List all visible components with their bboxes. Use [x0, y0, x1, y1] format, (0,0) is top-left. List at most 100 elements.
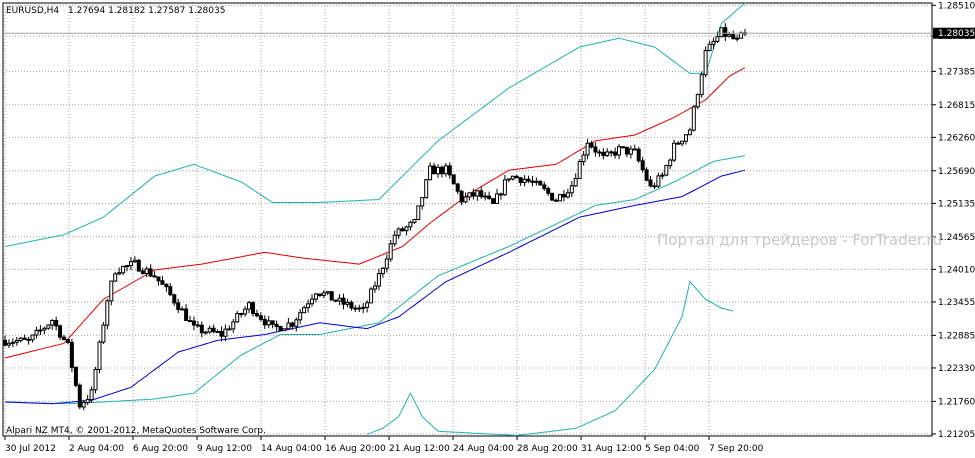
candle-body [451, 174, 456, 185]
candle-body [215, 331, 220, 333]
y-tick-label: 1.28510 [938, 1, 975, 11]
watermark: Портал для трейдеров - ForTrader.ru [657, 231, 942, 249]
candle-body [420, 197, 425, 207]
candle-body [302, 307, 307, 314]
candle-body [278, 326, 283, 332]
candle-body [191, 320, 196, 326]
candle-body [392, 234, 397, 245]
candle-body [361, 306, 366, 309]
candle-body [711, 40, 716, 45]
candle-body [26, 338, 31, 341]
candle-body [109, 280, 114, 302]
candle-body [727, 34, 732, 37]
candle-body [597, 151, 602, 154]
candle-body [148, 268, 153, 277]
candle-body [518, 177, 523, 183]
footer-copyright: Alpari NZ MT4, © 2001-2012, MetaQuotes S… [6, 426, 266, 436]
candle-body [180, 308, 185, 311]
outer-lower-band-line [366, 280, 734, 436]
x-tick-label: 30 Jul 2012 [5, 444, 56, 454]
indicator-lines [4, 2, 746, 436]
candle-body [613, 151, 618, 156]
moving-average-line [4, 169, 746, 405]
candle-body [286, 322, 291, 330]
chart-header-symbol: EURUSD,H4 [6, 6, 59, 16]
candle-body [270, 320, 275, 325]
current-price-label-box [933, 27, 975, 39]
candle-body [668, 159, 673, 167]
candle-body [333, 299, 338, 302]
x-tick-label: 7 Sep 20:00 [709, 444, 764, 454]
candle-body [121, 265, 126, 274]
candle-body [684, 134, 688, 142]
candle-body [129, 261, 133, 267]
candle-body [483, 195, 488, 198]
candle-body [581, 154, 586, 163]
candle-body [188, 320, 192, 323]
candle-body [621, 146, 625, 149]
candle-body [459, 190, 464, 203]
candle-body [601, 151, 606, 156]
candle-body [243, 308, 248, 315]
candle-body [105, 300, 110, 326]
candle-body [325, 291, 330, 294]
candle-body [156, 276, 161, 282]
plot-area[interactable] [2, 2, 933, 437]
x-tick-label: 5 Sep 04:00 [645, 444, 700, 454]
candle-body [168, 286, 173, 296]
candle-body [125, 265, 129, 268]
candle-body [648, 179, 653, 187]
candle-body [160, 280, 165, 285]
candle-body [628, 148, 633, 155]
candle-body [172, 294, 177, 304]
candle-body [699, 74, 704, 96]
candle-body [439, 166, 444, 175]
candle-body [514, 175, 519, 179]
candle-body [176, 302, 181, 310]
candle-body [14, 340, 19, 343]
candle-body [384, 258, 389, 269]
x-tick-label: 16 Aug 20:00 [325, 444, 386, 454]
candle-body [18, 337, 23, 342]
candle-body [306, 303, 311, 309]
candle-body [408, 221, 413, 228]
candle-body [203, 331, 208, 334]
x-tick-label: 31 Aug 12:00 [581, 444, 642, 454]
candle-body [388, 243, 393, 260]
candle-body [538, 180, 543, 186]
candle-body [636, 148, 641, 162]
candle-body [380, 267, 385, 275]
candle-body [530, 180, 535, 183]
y-tick-label: 1.21205 [938, 430, 975, 440]
candle-body [715, 36, 720, 42]
candle-body [499, 193, 503, 196]
candle-body [703, 50, 708, 76]
x-tick-label: 9 Aug 12:00 [197, 444, 252, 454]
candle-body [369, 288, 374, 304]
candle-body [526, 178, 531, 182]
candle-body [731, 34, 736, 40]
candle-body [266, 320, 271, 326]
candle-body [219, 331, 224, 337]
candle-body [231, 321, 236, 330]
candle-body [22, 337, 27, 340]
candle-body [93, 369, 98, 391]
candle-body [58, 325, 63, 338]
candle-body [235, 313, 240, 323]
candle-body [428, 165, 433, 181]
candle-body [314, 293, 318, 300]
candle-body [632, 148, 637, 151]
y-tick-label: 1.24010 [938, 265, 975, 275]
candle-body [373, 285, 377, 290]
candle-body [617, 146, 621, 156]
candle-body [195, 324, 200, 327]
candle-body [6, 342, 11, 346]
candle-body [522, 178, 527, 184]
candle-body [656, 175, 661, 187]
candle-body [432, 165, 436, 175]
candle-body [341, 297, 346, 305]
candle-body [140, 270, 145, 274]
candle-body [298, 312, 303, 321]
